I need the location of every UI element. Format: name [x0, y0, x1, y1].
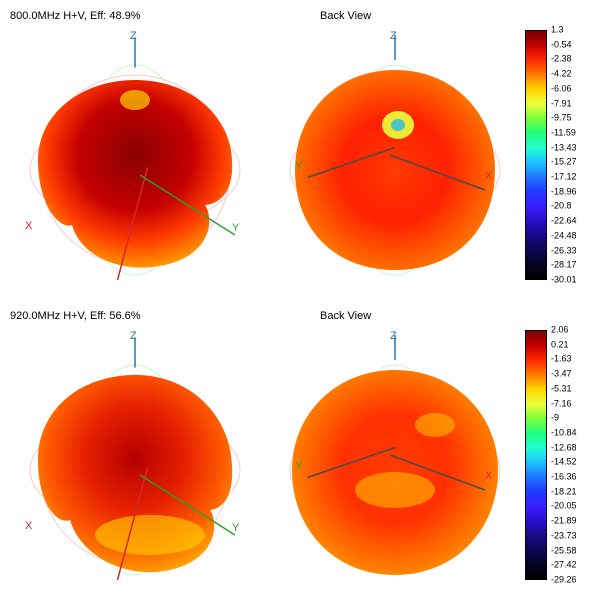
colorbar-tick: -23.73 [551, 531, 577, 540]
colorbar-tick: -3.47 [551, 370, 572, 379]
colorbar-tick: -30.01 [551, 276, 577, 285]
colorbar-tick: -14.52 [551, 458, 577, 467]
panel-800-front: 800.0MHz H+V, Eff: 48.9% [10, 10, 260, 290]
colorbar-tick: -20.8 [551, 202, 572, 211]
plot-920-back: Z X Y [270, 330, 520, 580]
highlight [120, 90, 150, 110]
colorbar-tick: -0.54 [551, 40, 572, 49]
colorbar-tick: -25.58 [551, 546, 577, 555]
colorbar-tick: -6.06 [551, 84, 572, 93]
colorbar-tick: -27.42 [551, 561, 577, 570]
y-axis-label: Y [232, 222, 239, 234]
colorbar-tick: 2.06 [551, 326, 569, 335]
colorbar-tick: -21.89 [551, 517, 577, 526]
colorbar-tick: -28.17 [551, 261, 577, 270]
colorbar-tick: -17.12 [551, 173, 577, 182]
colorbar-tick: -20.05 [551, 502, 577, 511]
colorbar-tick: -18.96 [551, 187, 577, 196]
colorbar-tick: -11.59 [551, 128, 576, 137]
panel-800-back: Back View [270, 10, 520, 290]
colorbar-tick: -7.16 [551, 399, 572, 408]
highlight [415, 413, 455, 437]
colorbar-gradient [525, 30, 547, 280]
highlight-center [391, 119, 405, 131]
z-axis-label: Z [130, 330, 137, 342]
colorbar-tick: -24.48 [551, 231, 577, 240]
highlight [355, 472, 435, 508]
colorbar-tick: -12.68 [551, 443, 577, 452]
panel-920-front: 920.0MHz H+V, Eff: 56.6% [10, 310, 260, 590]
colorbar-tick: -16.36 [551, 473, 577, 482]
colorbar-tick: -10.84 [551, 428, 577, 437]
x-axis-label: X [485, 170, 492, 182]
back-view-title: Back View [320, 10, 371, 22]
row-800mhz: 800.0MHz H+V, Eff: 48.9% [0, 10, 600, 290]
plot-920-front: Z X Y [10, 330, 260, 580]
z-axis-label: Z [130, 30, 137, 42]
y-axis-label: Y [295, 460, 302, 472]
colorbar-ticks: 1.3-0.54-2.38-4.22-6.06-7.91-9.75-11.59-… [551, 30, 595, 280]
pattern-surface [295, 70, 495, 270]
x-axis-label: X [25, 220, 32, 232]
title-800: 800.0MHz H+V, Eff: 48.9% [10, 10, 141, 22]
plot-800-back: Z X Y [270, 30, 520, 280]
colorbar-tick: -4.22 [551, 70, 572, 79]
colorbar-tick: -29.26 [551, 576, 577, 585]
z-axis-label: Z [390, 30, 397, 42]
colorbar-tick: -9.75 [551, 114, 572, 123]
colorbar-gradient [525, 330, 547, 580]
colorbar-tick: 1.3 [551, 26, 564, 35]
colorbar-tick: 0.21 [551, 340, 569, 349]
pattern-920-back-svg [270, 330, 520, 580]
plot-800-front: Z X Y [10, 30, 260, 280]
title-920: 920.0MHz H+V, Eff: 56.6% [10, 310, 141, 322]
colorbar-tick: -2.38 [551, 55, 572, 64]
colorbar-tick: -22.64 [551, 217, 577, 226]
back-view-title: Back View [320, 310, 371, 322]
figure-container: 800.0MHz H+V, Eff: 48.9% [0, 0, 600, 600]
row-920mhz: 920.0MHz H+V, Eff: 56.6% [0, 310, 600, 590]
x-axis-label: X [25, 520, 32, 532]
z-axis-label: Z [390, 330, 397, 342]
colorbar-tick: -1.63 [551, 355, 572, 364]
colorbar-1: 1.3-0.54-2.38-4.22-6.06-7.91-9.75-11.59-… [525, 30, 595, 280]
pattern-800-back-svg [270, 30, 520, 280]
colorbar-tick: -5.31 [551, 384, 572, 393]
colorbar-tick: -15.27 [551, 158, 577, 167]
panel-920-back: Back View [270, 310, 520, 590]
colorbar-tick: -7.91 [551, 99, 572, 108]
y-axis-label: Y [232, 522, 239, 534]
colorbar-tick: -26.33 [551, 246, 577, 255]
colorbar-ticks: 2.060.21-1.63-3.47-5.31-7.16-9-10.84-12.… [551, 330, 595, 580]
highlight [95, 515, 205, 555]
colorbar-tick: -13.43 [551, 143, 577, 152]
colorbar-2: 2.060.21-1.63-3.47-5.31-7.16-9-10.84-12.… [525, 330, 595, 580]
y-axis-label: Y [295, 160, 302, 172]
x-axis-label: X [485, 470, 492, 482]
pattern-920-front-svg [10, 330, 260, 580]
colorbar-tick: -9 [551, 414, 559, 423]
pattern-800-front-svg [10, 30, 260, 280]
colorbar-tick: -18.21 [551, 487, 577, 496]
